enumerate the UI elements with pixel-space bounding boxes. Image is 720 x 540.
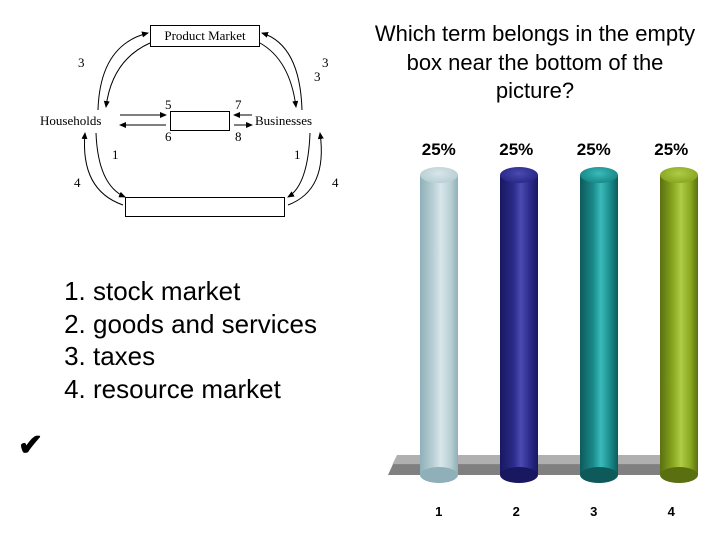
percent-label: 25% (422, 140, 456, 160)
bar-4 (660, 175, 698, 475)
bar-2 (500, 175, 538, 475)
answer-option[interactable]: stock market (93, 275, 365, 308)
percent-label: 25% (654, 140, 688, 160)
diagram-num: 3 (78, 55, 85, 71)
diagram-num: 5 (165, 97, 172, 113)
diagram-arrows (70, 25, 350, 225)
diagram-num: 6 (165, 129, 172, 145)
diagram-num: 4 (332, 175, 339, 191)
diagram-num: 3 (314, 69, 321, 85)
percent-label: 25% (499, 140, 533, 160)
diagram-num: 1 (112, 147, 119, 163)
question-text: Which term belongs in the empty box near… (370, 20, 700, 106)
bar-1 (420, 175, 458, 475)
bars-area (400, 165, 710, 475)
answer-option[interactable]: goods and services (93, 308, 365, 341)
x-label: 4 (668, 504, 675, 519)
circular-flow-diagram: Product Market Households Businesses (70, 25, 350, 225)
x-axis-labels: 1 2 3 4 (400, 504, 710, 519)
diagram-num: 7 (235, 97, 242, 113)
x-label: 2 (513, 504, 520, 519)
x-label: 1 (435, 504, 442, 519)
percent-label: 25% (577, 140, 611, 160)
diagram-num: 1 (294, 147, 301, 163)
diagram-num: 3 (322, 55, 329, 71)
bar-3 (580, 175, 618, 475)
diagram-num: 8 (235, 129, 242, 145)
answer-list: stock market goods and services taxes re… (55, 275, 365, 405)
answer-option[interactable]: resource market (93, 373, 365, 406)
percent-labels: 25% 25% 25% 25% (400, 140, 710, 160)
diagram-num: 4 (74, 175, 81, 191)
checkmark-icon: ✔ (18, 428, 43, 463)
x-label: 3 (590, 504, 597, 519)
answer-option[interactable]: taxes (93, 340, 365, 373)
response-bar-chart: 25% 25% 25% 25% (400, 140, 710, 515)
